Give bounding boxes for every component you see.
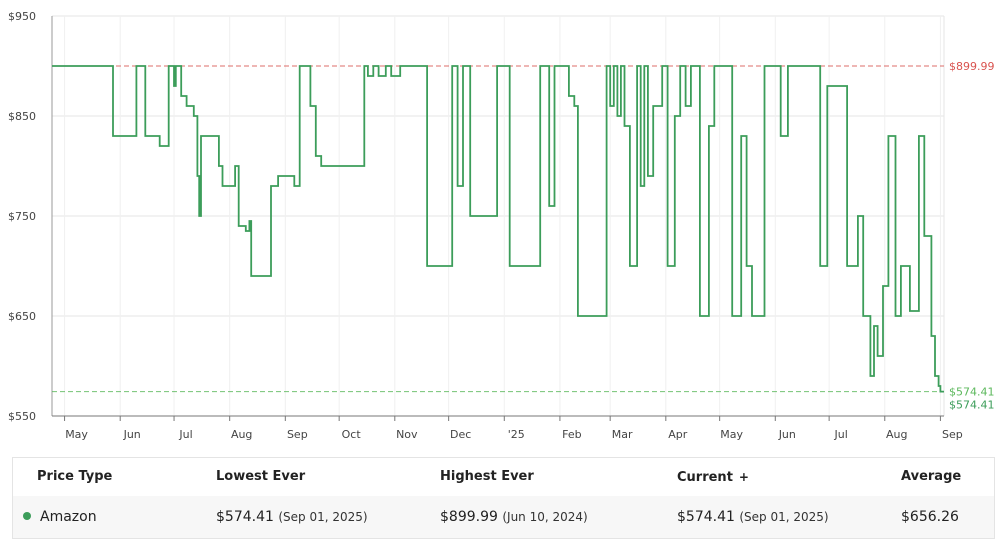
series-line [52, 65, 944, 393]
current-date: (Sep 01, 2025) [739, 510, 829, 524]
x-axis: May Jun Jul Aug Sep Oct Nov Dec '25 Feb Mar Apr May J… [52, 415, 963, 441]
y-tick-label: $750 [8, 210, 36, 223]
highest-date: (Jun 10, 2024) [502, 510, 588, 524]
x-tick-label: '25 [508, 428, 525, 441]
x-tick-label: Jul [178, 428, 192, 441]
lowest-price: $574.41 [216, 509, 274, 525]
reference-lines [52, 65, 944, 393]
header-highest-ever: Highest Ever [440, 469, 534, 484]
header-price-type: Price Type [37, 469, 113, 484]
reference-line-label: $574.41 [949, 386, 995, 399]
x-tick-label: Sep [287, 428, 308, 441]
x-tick-label: Feb [562, 428, 581, 441]
x-tick-label: Aug [231, 428, 252, 441]
lowest-ever-cell: $574.41 (Sep 01, 2025) [216, 496, 368, 538]
price-type-cell[interactable]: Amazon [23, 496, 97, 538]
current-price-label: $574.41 [949, 399, 995, 412]
x-tick-label: Apr [668, 428, 688, 441]
x-tick-label: Aug [886, 428, 907, 441]
price-table: Price Type Lowest Ever Highest Ever Curr… [12, 457, 995, 539]
highest-ever-cell: $899.99 (Jun 10, 2024) [440, 496, 588, 538]
price-type-label: Amazon [40, 509, 97, 525]
current-toggle-button[interactable]: + [738, 470, 749, 484]
price-history-chart: $950 $850 $750 $650 $550 May Jun Jul Aug Sep Oct N… [8, 10, 995, 441]
series-layer [52, 65, 944, 393]
header-average: Average [901, 469, 962, 484]
reference-line-label: $899.99 [949, 60, 995, 73]
current-price: $574.41 [677, 509, 735, 525]
y-axis: $950 $850 $750 $650 $550 [8, 10, 36, 423]
x-tick-label: Oct [342, 428, 362, 441]
current-cell: $574.41 (Sep 01, 2025) [677, 496, 829, 538]
chart-grid [51, 15, 945, 417]
lowest-date: (Sep 01, 2025) [278, 510, 368, 524]
series-dot-icon [23, 512, 31, 520]
header-current: Current + [677, 458, 749, 497]
y-tick-label: $650 [8, 310, 36, 323]
x-tick-label: Jun [778, 428, 796, 441]
x-tick-label: May [720, 428, 743, 441]
x-tick-label: Nov [396, 428, 418, 441]
x-tick-label: Sep [942, 428, 963, 441]
header-current-label: Current [677, 470, 733, 485]
y-tick-label: $850 [8, 110, 36, 123]
x-tick-label: Dec [450, 428, 471, 441]
header-lowest-ever: Lowest Ever [216, 469, 306, 484]
table-header-row: Price Type Lowest Ever Highest Ever Curr… [13, 458, 994, 496]
average-cell: $656.26 [901, 509, 959, 525]
x-tick-label: May [65, 428, 88, 441]
table-row: Amazon $574.41 (Sep 01, 2025) $899.99 (J… [13, 496, 994, 538]
reference-labels: $899.99 $574.41$574.41 [949, 60, 995, 412]
highest-price: $899.99 [440, 509, 498, 525]
x-tick-label: Mar [612, 428, 633, 441]
y-tick-label: $550 [8, 410, 36, 423]
y-tick-label: $950 [8, 10, 36, 23]
x-tick-label: Jul [833, 428, 847, 441]
x-tick-label: Jun [123, 428, 141, 441]
